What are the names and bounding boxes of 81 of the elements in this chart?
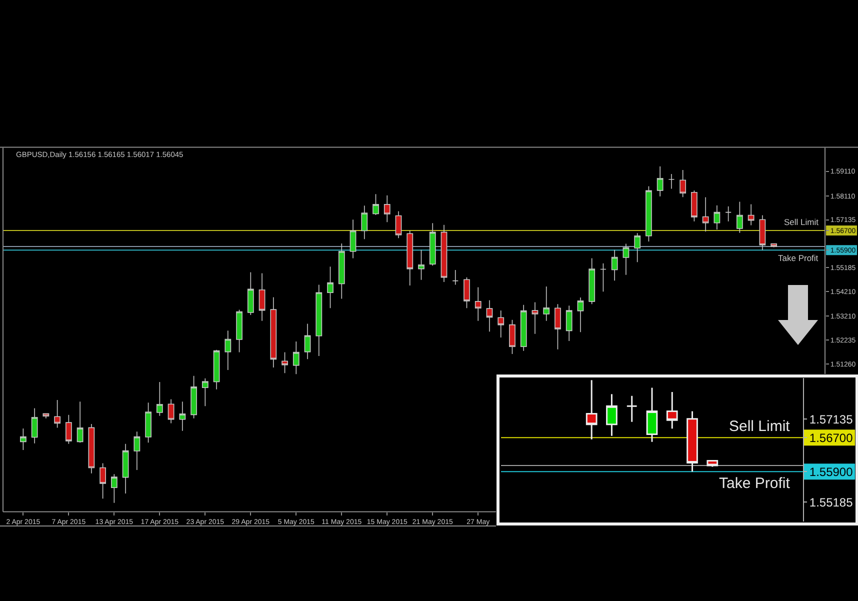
candlestick [543, 286, 550, 322]
candlestick [224, 330, 232, 370]
candlestick [122, 444, 129, 494]
candlestick [520, 304, 527, 352]
candlestick [270, 296, 277, 368]
candlestick [145, 402, 152, 444]
candlestick [600, 262, 606, 292]
candlestick [736, 201, 743, 234]
candlestick [588, 258, 596, 305]
candlestick [646, 186, 652, 242]
candlestick [622, 243, 630, 276]
candlestick [372, 194, 379, 216]
candlestick [76, 401, 84, 444]
candlestick [554, 304, 561, 350]
ref-line-label: Take Profit [778, 253, 819, 263]
candlestick [611, 249, 618, 281]
candlestick [666, 391, 678, 430]
candlestick [418, 249, 424, 280]
candlestick [316, 284, 322, 356]
y-tick-label: 1.55900 [809, 464, 854, 479]
candlestick [247, 272, 254, 316]
candlestick [464, 276, 470, 308]
candlestick [606, 393, 618, 437]
candlestick [646, 387, 658, 443]
candlestick [406, 230, 414, 286]
candlestick [680, 170, 686, 198]
candlestick [686, 410, 698, 472]
candlestick [532, 302, 538, 334]
candlestick [566, 305, 572, 342]
y-tick-label: 1.55185 [809, 495, 854, 510]
ref-line-label: Sell Limit [784, 217, 820, 227]
candlestick [770, 243, 778, 248]
candlestick [634, 232, 641, 263]
candlestick [88, 424, 95, 474]
candlestick [327, 266, 334, 308]
candlestick [31, 408, 38, 444]
candlestick [213, 349, 220, 390]
candlestick [577, 297, 584, 333]
candlestick [725, 206, 732, 222]
candlestick [292, 341, 300, 375]
candlestick [156, 382, 163, 416]
ref-line-label: Take Profit [719, 475, 791, 492]
candlestick [429, 222, 436, 266]
candlestick [236, 309, 242, 353]
candlestick [759, 214, 766, 251]
candlestick [54, 400, 61, 428]
candlestick [691, 190, 698, 222]
candlestick [66, 414, 72, 444]
candlestick [474, 286, 482, 322]
candlestick [179, 401, 186, 432]
candlestick [486, 300, 493, 332]
candlestick [111, 474, 118, 504]
candlestick [440, 224, 448, 282]
candlestick [668, 174, 675, 190]
candlestick [706, 460, 718, 468]
candlestick [498, 310, 504, 338]
candlestick [338, 243, 345, 300]
candlestick [190, 375, 197, 419]
candlestick [452, 270, 459, 286]
candlestick [702, 196, 709, 232]
candlestick [134, 431, 140, 470]
candlestick [748, 204, 754, 226]
candlestick [202, 378, 208, 406]
candlestick [626, 395, 638, 423]
y-tick-label: 1.57135 [809, 412, 854, 426]
candlestick [714, 205, 720, 230]
candlestick [656, 166, 664, 197]
ref-line-label: Sell Limit [729, 418, 791, 435]
candlestick [509, 319, 516, 354]
candlestick [258, 272, 266, 322]
candlestick [168, 398, 174, 424]
candlestick [361, 205, 368, 240]
candlestick [100, 462, 106, 500]
candlestick [350, 219, 356, 259]
candlestick [586, 379, 598, 440]
candlestick [395, 210, 402, 238]
candlestick [282, 352, 288, 374]
candlestick [304, 323, 311, 360]
candlestick [384, 194, 390, 223]
y-tick-label: 1.56700 [809, 430, 854, 445]
candlestick [20, 428, 26, 450]
